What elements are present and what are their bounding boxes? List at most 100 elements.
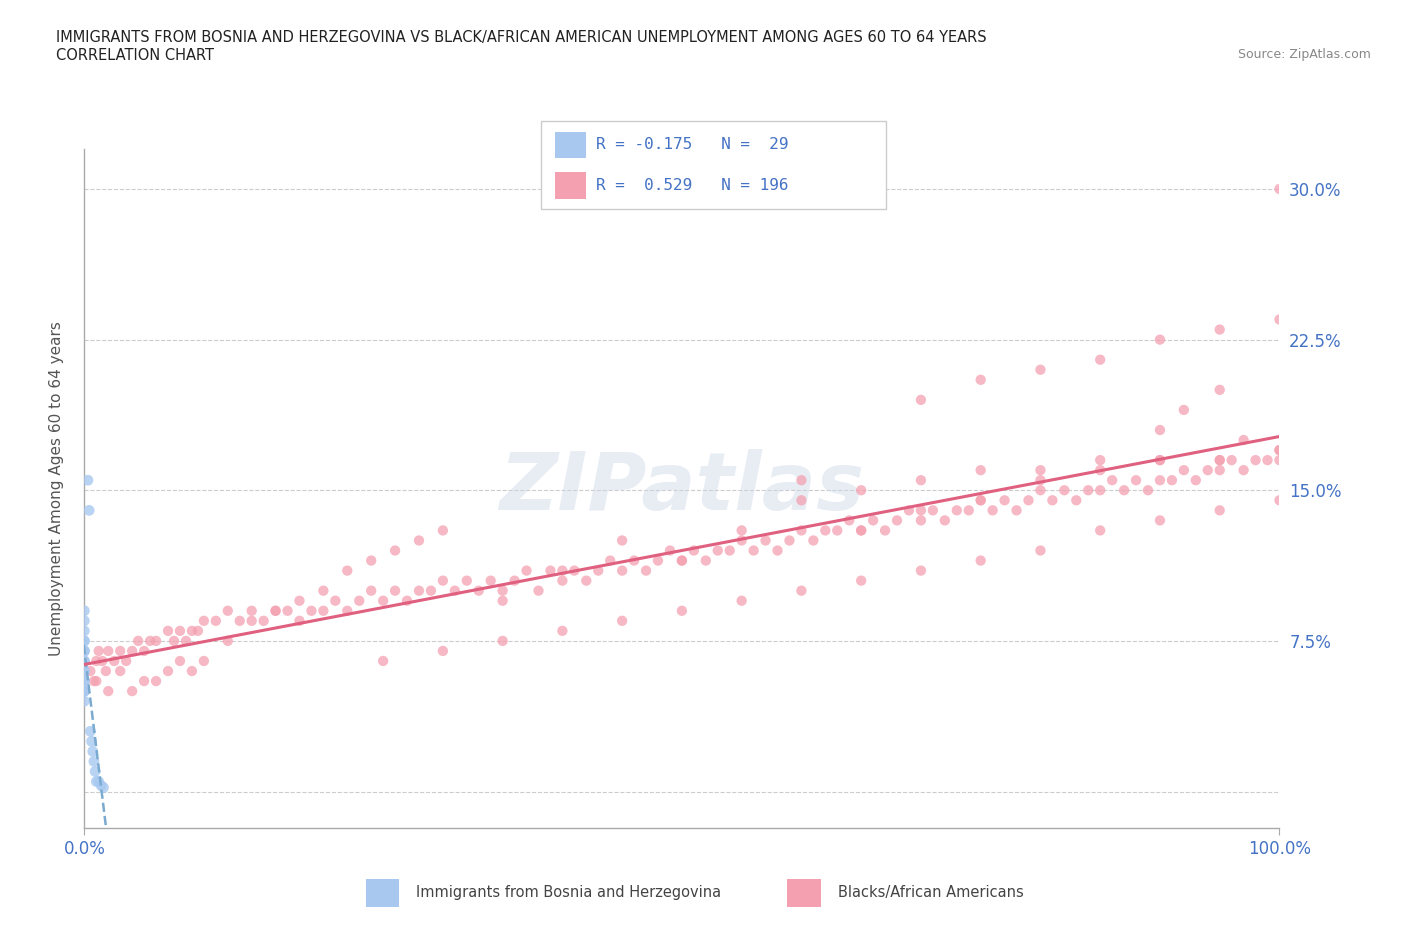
Point [253, 614, 276, 629]
Point [77, 503, 100, 518]
Point [77, 472, 100, 487]
Point [1220, 453, 1243, 468]
Point [240, 614, 263, 629]
Point [145, 673, 167, 688]
Point [83, 754, 105, 769]
Point [779, 533, 801, 548]
Point [695, 553, 717, 568]
Point [970, 493, 993, 508]
Bar [787, 879, 821, 907]
Text: Source: ZipAtlas.com: Source: ZipAtlas.com [1237, 48, 1371, 61]
Point [825, 523, 848, 538]
Point [623, 553, 645, 568]
Point [766, 543, 789, 558]
Text: R = -0.175   N =  29: R = -0.175 N = 29 [596, 138, 789, 153]
Point [910, 564, 932, 578]
Point [180, 623, 202, 638]
Point [1257, 453, 1279, 468]
Point [814, 523, 837, 538]
Point [1088, 483, 1111, 498]
Point [1268, 312, 1291, 327]
Point [217, 633, 239, 648]
Point [790, 583, 813, 598]
Point [1029, 543, 1052, 558]
Point [132, 673, 156, 688]
Point [84, 764, 107, 779]
Point [922, 503, 945, 518]
Point [1066, 493, 1088, 508]
Text: Blacks/African Americans: Blacks/African Americans [838, 885, 1024, 900]
Point [970, 493, 993, 508]
Point [1149, 332, 1171, 347]
Point [73, 654, 96, 669]
Point [360, 553, 382, 568]
Point [193, 654, 215, 669]
Point [467, 583, 491, 598]
Point [73, 684, 96, 698]
Point [73, 623, 96, 638]
Point [157, 664, 180, 679]
Text: CORRELATION CHART: CORRELATION CHART [56, 48, 214, 63]
Point [671, 604, 693, 618]
Point [323, 593, 347, 608]
Point [1005, 503, 1028, 518]
Point [205, 614, 228, 629]
Bar [555, 172, 586, 199]
Point [97, 644, 120, 658]
Point [1232, 432, 1256, 447]
Point [384, 583, 406, 598]
Point [312, 604, 335, 618]
Point [516, 564, 538, 578]
Point [540, 564, 562, 578]
Point [73, 604, 96, 618]
Point [562, 564, 585, 578]
Point [1268, 181, 1291, 196]
Point [180, 664, 202, 679]
Point [1232, 463, 1256, 478]
Point [384, 543, 406, 558]
Point [408, 533, 430, 548]
Point [1160, 472, 1182, 487]
Point [193, 614, 215, 629]
Point [169, 623, 191, 638]
Point [886, 513, 908, 528]
Point [73, 614, 96, 629]
Point [479, 573, 502, 588]
Point [610, 564, 633, 578]
Point [910, 472, 932, 487]
Point [86, 774, 108, 789]
Point [1208, 322, 1232, 337]
Point [73, 673, 96, 688]
Point [432, 523, 454, 538]
Point [527, 583, 550, 598]
Point [82, 744, 104, 759]
Point [849, 483, 872, 498]
Point [73, 664, 96, 679]
Point [432, 573, 454, 588]
Point [93, 780, 115, 795]
Point [444, 583, 467, 598]
Point [79, 724, 101, 738]
Point [588, 564, 610, 578]
Point [110, 644, 132, 658]
Point [73, 684, 96, 698]
Point [87, 774, 110, 789]
Point [1208, 463, 1232, 478]
Point [492, 583, 515, 598]
Point [1149, 453, 1171, 468]
Point [1029, 363, 1052, 378]
Point [551, 573, 574, 588]
Y-axis label: Unemployment Among Ages 60 to 64 years: Unemployment Among Ages 60 to 64 years [49, 321, 63, 656]
Point [1088, 463, 1111, 478]
Point [742, 543, 765, 558]
Point [862, 513, 884, 528]
Point [371, 654, 394, 669]
Point [731, 533, 754, 548]
Point [187, 623, 209, 638]
Point [336, 604, 359, 618]
Point [132, 644, 156, 658]
Point [419, 583, 441, 598]
Point [790, 493, 813, 508]
Point [718, 543, 741, 558]
Point [1208, 453, 1232, 468]
